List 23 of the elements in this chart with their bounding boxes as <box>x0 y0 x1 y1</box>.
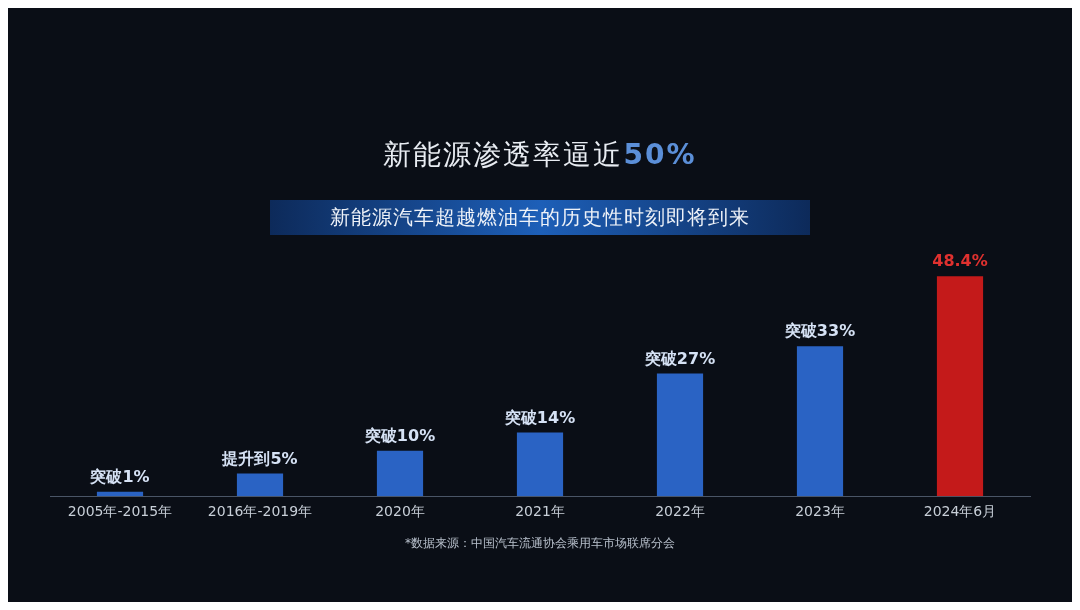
chart-title: 新能源渗透率逼近50% <box>383 138 697 171</box>
data-label: 48.4% <box>932 251 988 271</box>
data-label: 突破14% <box>503 407 576 427</box>
x-tick-label: 2023年 <box>795 503 845 520</box>
data-label: 突破10% <box>363 425 436 445</box>
x-tick-label: 2016年-2019年 <box>207 503 313 520</box>
bar <box>376 450 424 497</box>
x-tick-label: 2022年 <box>655 503 705 520</box>
x-tick-label: 2021年 <box>515 503 565 520</box>
data-label: 突破1% <box>89 466 150 486</box>
bar <box>936 276 984 497</box>
bar <box>796 346 844 497</box>
x-tick-label: 2020年 <box>375 503 425 520</box>
data-label: 提升到5% <box>221 448 298 468</box>
bar <box>236 473 284 497</box>
bar <box>656 373 704 497</box>
chart-subtitle: 新能源汽车超越燃油车的历史性时刻即将到来 <box>270 200 810 235</box>
data-label: 突破33% <box>783 321 856 341</box>
bar <box>516 432 564 497</box>
x-tick-label: 2024年6月 <box>923 503 997 520</box>
data-label: 突破27% <box>643 348 716 368</box>
text: *数据来源：中国汽车流通协会乘用车市场联席分会 <box>404 535 676 552</box>
x-tick-label: 2005年-2015年 <box>67 503 173 520</box>
